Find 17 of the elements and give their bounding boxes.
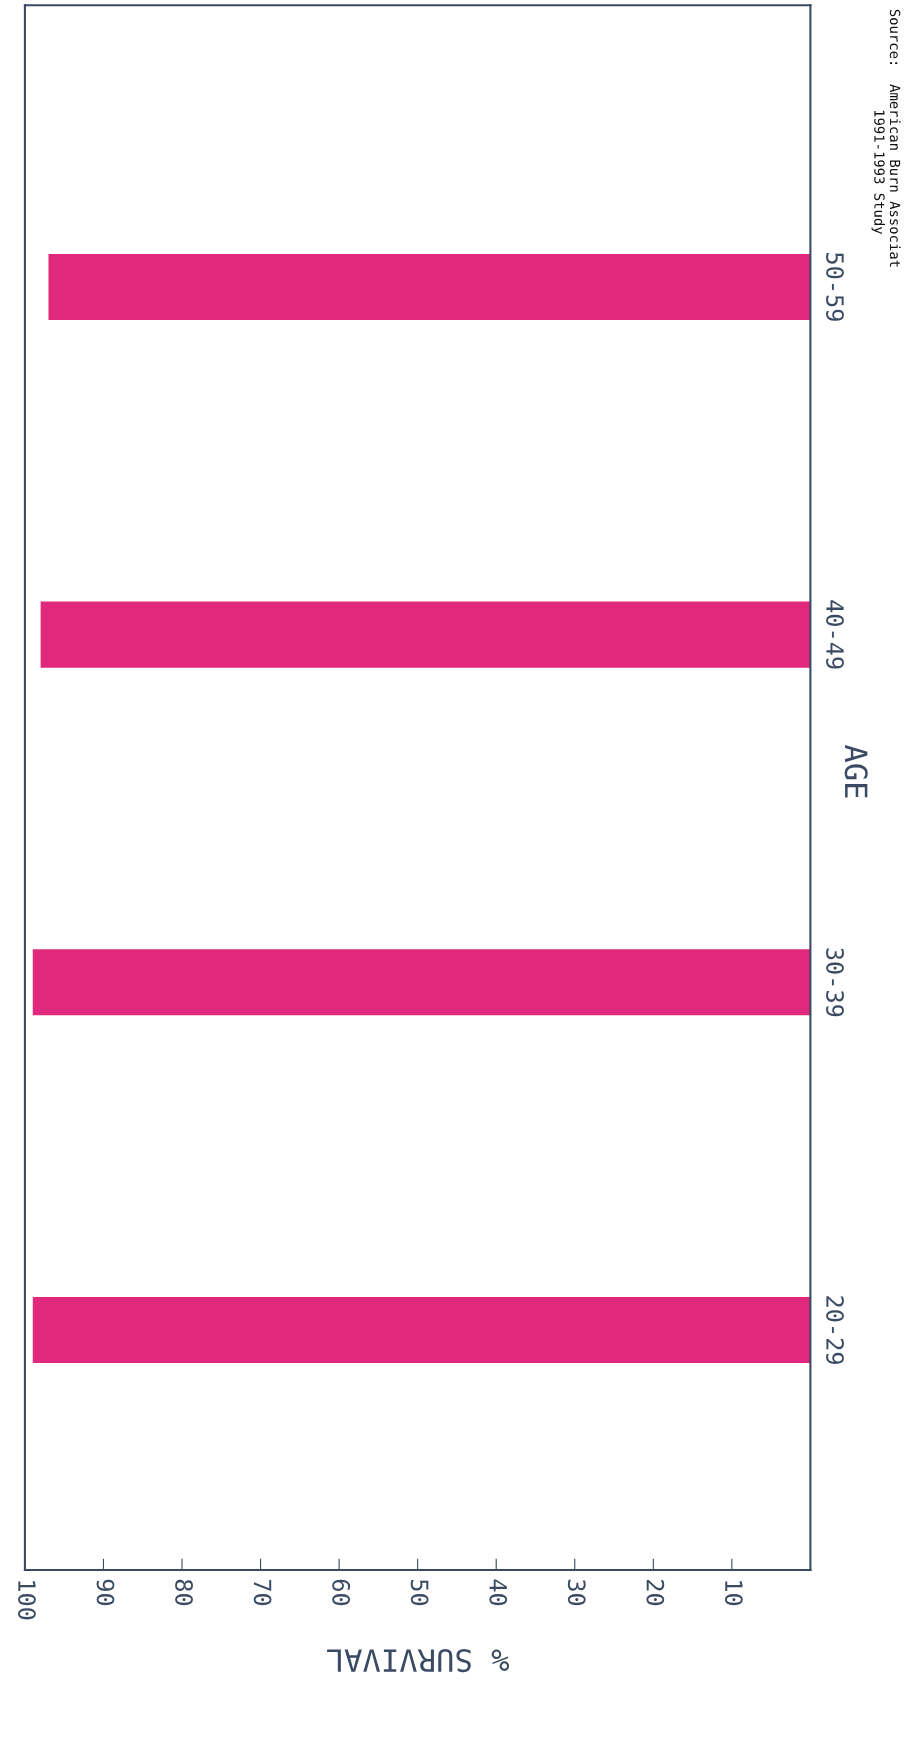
y-tick-label: 20-29 <box>826 1296 844 1364</box>
x-tick-label: 80 <box>175 1579 193 1606</box>
x-tick-label: 100 <box>18 1581 36 1620</box>
source-note: Source: American Burn Associat 1991-1993 Study <box>871 9 901 267</box>
x-tick-label: 60 <box>332 1579 351 1606</box>
y-tick-label: 50-59 <box>826 253 844 321</box>
x-axis-title: % SURVIVAL <box>327 1649 510 1673</box>
x-tick-label: 40 <box>489 1579 508 1606</box>
x-tick-label: 90 <box>96 1579 115 1606</box>
x-tick-label: 20 <box>646 1580 665 1606</box>
x-tick-label: 10 <box>724 1581 743 1606</box>
y-tick-label: 40-49 <box>826 600 844 669</box>
x-tick-label: 30 <box>567 1579 586 1606</box>
y-axis-title: AGE <box>844 744 868 798</box>
x-tick-label: 70 <box>253 1579 272 1606</box>
y-tick-label: 30-39 <box>826 948 844 1017</box>
x-tick-label: 50 <box>410 1579 429 1606</box>
